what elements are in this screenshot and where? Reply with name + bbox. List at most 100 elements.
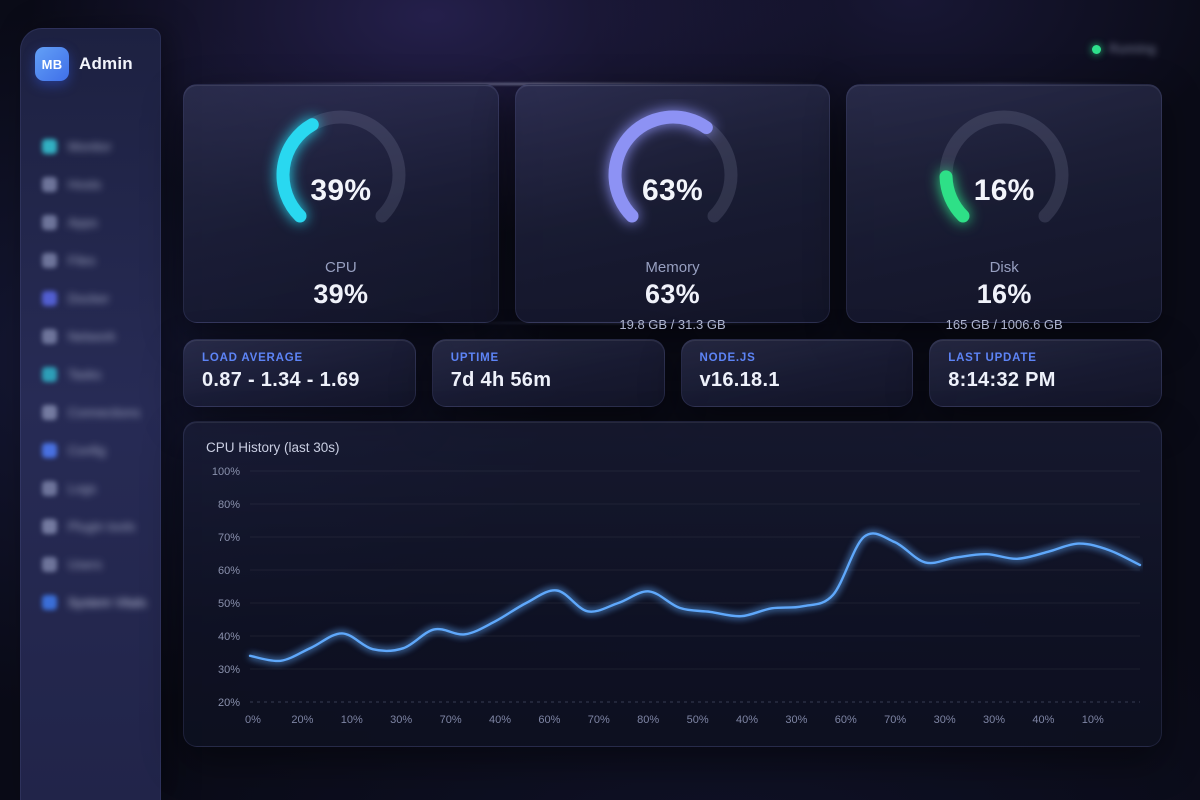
- svg-text:60%: 60%: [218, 565, 240, 577]
- nodejs-label: NODE.JS: [699, 352, 756, 364]
- sidebar-item-icon: [42, 366, 57, 382]
- sidebar-item-icon: [42, 252, 57, 268]
- sidebar-item-icon: [42, 594, 57, 610]
- app-title: Admin: [79, 54, 133, 73]
- svg-text:30%: 30%: [390, 714, 412, 726]
- disk-label: Disk: [989, 259, 1019, 276]
- svg-text:10%: 10%: [341, 714, 363, 726]
- svg-text:20%: 20%: [291, 714, 313, 726]
- disk-value: 16%: [976, 279, 1032, 309]
- nodejs-card: NODE.JS v16.18.1: [680, 339, 914, 407]
- sidebar-item-12[interactable]: System Vitals: [21, 583, 160, 621]
- status-label: Running: [1109, 42, 1156, 56]
- sidebar-item-1[interactable]: Hosts: [21, 165, 160, 203]
- svg-text:50%: 50%: [687, 714, 709, 726]
- sidebar-item-label: Logs: [68, 480, 97, 496]
- load-average-card: LOAD AVERAGE 0.87 - 1.34 - 1.69: [183, 339, 416, 407]
- uptime-value: 7d 4h 56m: [450, 369, 552, 391]
- sidebar-item-label: Hosts: [68, 176, 102, 192]
- disk-gauge-arc: [939, 110, 1069, 223]
- svg-text:40%: 40%: [489, 714, 511, 726]
- svg-text:70%: 70%: [588, 714, 610, 726]
- cpu-value: 39%: [313, 279, 369, 309]
- svg-text:70%: 70%: [884, 714, 906, 726]
- memory-gauge-card: 63% Memory 63% 19.8 GB / 31.3 GB: [514, 84, 831, 332]
- uptime-label: UPTIME: [450, 352, 499, 364]
- uptime-card: UPTIME 7d 4h 56m: [431, 339, 665, 407]
- load-average-value: 0.87 - 1.34 - 1.69: [202, 369, 360, 391]
- sidebar-item-icon: [42, 556, 57, 572]
- nodejs-value: v16.18.1: [699, 369, 780, 391]
- last-update-card: LAST UPDATE 8:14:32 PM: [929, 339, 1162, 407]
- sidebar-item-5[interactable]: Network: [21, 317, 160, 355]
- sidebar-item-label: Users: [68, 556, 102, 572]
- sidebar-item-11[interactable]: Users: [21, 545, 160, 583]
- sidebar-item-6[interactable]: Tasks: [21, 355, 160, 393]
- sidebar-item-7[interactable]: Connections: [21, 393, 160, 431]
- sidebar-item-icon: [42, 404, 57, 420]
- logo-badge: MB: [35, 47, 69, 81]
- sidebar: MB Admin Monitor Hosts Apps Files Docker Netw…: [20, 28, 161, 800]
- sidebar-item-9[interactable]: Logs: [21, 469, 160, 507]
- sidebar-item-label: Plugin tools: [68, 518, 136, 534]
- cpu-history-card: CPU History (last 30s) 100% 80% 70% 60% 50% 4…: [183, 421, 1162, 747]
- last-update-value: 8:14:32 PM: [948, 369, 1056, 391]
- app-logo: MB Admin: [21, 29, 160, 81]
- svg-text:80%: 80%: [637, 714, 659, 726]
- sidebar-item-3[interactable]: Files: [21, 241, 160, 279]
- memory-gauge-arc: [608, 110, 737, 223]
- sidebar-item-label: System Vitals: [68, 594, 147, 610]
- chart-title: CPU History (last 30s): [206, 440, 340, 455]
- sidebar-item-icon: [42, 176, 57, 192]
- svg-text:70%: 70%: [218, 532, 240, 544]
- sidebar-item-label: Docker: [68, 290, 110, 306]
- svg-text:100%: 100%: [212, 466, 240, 478]
- cpu-label: CPU: [325, 259, 357, 276]
- stat-cards-row: LOAD AVERAGE 0.87 - 1.34 - 1.69 UPTIME 7…: [183, 339, 1162, 407]
- sidebar-item-label: Tasks: [68, 366, 102, 382]
- sidebar-item-icon: [42, 328, 57, 344]
- memory-label: Memory: [645, 259, 700, 276]
- status-dot-icon: [1092, 44, 1101, 54]
- status-indicator: Running: [1092, 42, 1156, 56]
- svg-text:80%: 80%: [218, 499, 240, 511]
- disk-gauge-card: 16% Disk 16% 165 GB / 1006.6 GB: [846, 84, 1163, 332]
- cpu-gauge-arc: [276, 110, 406, 223]
- svg-text:50%: 50%: [218, 598, 240, 610]
- disk-gauge-center-value: 16%: [973, 174, 1035, 207]
- svg-text:60%: 60%: [835, 714, 857, 726]
- svg-text:60%: 60%: [538, 714, 560, 726]
- svg-text:30%: 30%: [218, 664, 240, 676]
- memory-gauge-center-value: 63%: [642, 174, 703, 207]
- sidebar-item-label: Network: [68, 328, 116, 344]
- svg-text:70%: 70%: [440, 714, 462, 726]
- sidebar-item-icon: [42, 480, 57, 496]
- sidebar-item-icon: [42, 290, 57, 306]
- sidebar-item-label: Config: [68, 442, 106, 458]
- sidebar-item-10[interactable]: Plugin tools: [21, 507, 160, 545]
- cpu-history-chart: 100% 80% 70% 60% 50% 40% 30% 20% 0% 20% 10% 30% 70% 4…: [212, 466, 1142, 726]
- sidebar-item-icon: [42, 214, 57, 230]
- svg-text:40%: 40%: [1032, 714, 1054, 726]
- sidebar-item-label: Files: [68, 252, 96, 268]
- sidebar-item-label: Apps: [68, 214, 98, 230]
- sidebar-item-icon: [42, 138, 57, 154]
- disk-sub-value: 165 GB / 1006.6 GB: [945, 317, 1063, 332]
- memory-sub-value: 19.8 GB / 31.3 GB: [619, 317, 726, 332]
- svg-text:40%: 40%: [736, 714, 758, 726]
- sidebar-item-label: Monitor: [68, 138, 112, 154]
- load-average-label: LOAD AVERAGE: [202, 352, 303, 364]
- cpu-gauge-card: 39% CPU 39%: [183, 84, 499, 323]
- sidebar-item-8[interactable]: Config: [21, 431, 160, 469]
- sidebar-nav: Monitor Hosts Apps Files Docker Network Tasks C…: [21, 127, 160, 621]
- sidebar-item-icon: [42, 518, 57, 534]
- svg-text:30%: 30%: [983, 714, 1005, 726]
- sidebar-item-icon: [42, 442, 57, 458]
- memory-value: 63%: [645, 279, 700, 309]
- sidebar-item-4[interactable]: Docker: [21, 279, 160, 317]
- svg-text:20%: 20%: [218, 697, 240, 709]
- sidebar-item-0[interactable]: Monitor: [21, 127, 160, 165]
- last-update-label: LAST UPDATE: [948, 352, 1037, 364]
- cpu-gauge-center-value: 39%: [310, 174, 372, 207]
- sidebar-item-2[interactable]: Apps: [21, 203, 160, 241]
